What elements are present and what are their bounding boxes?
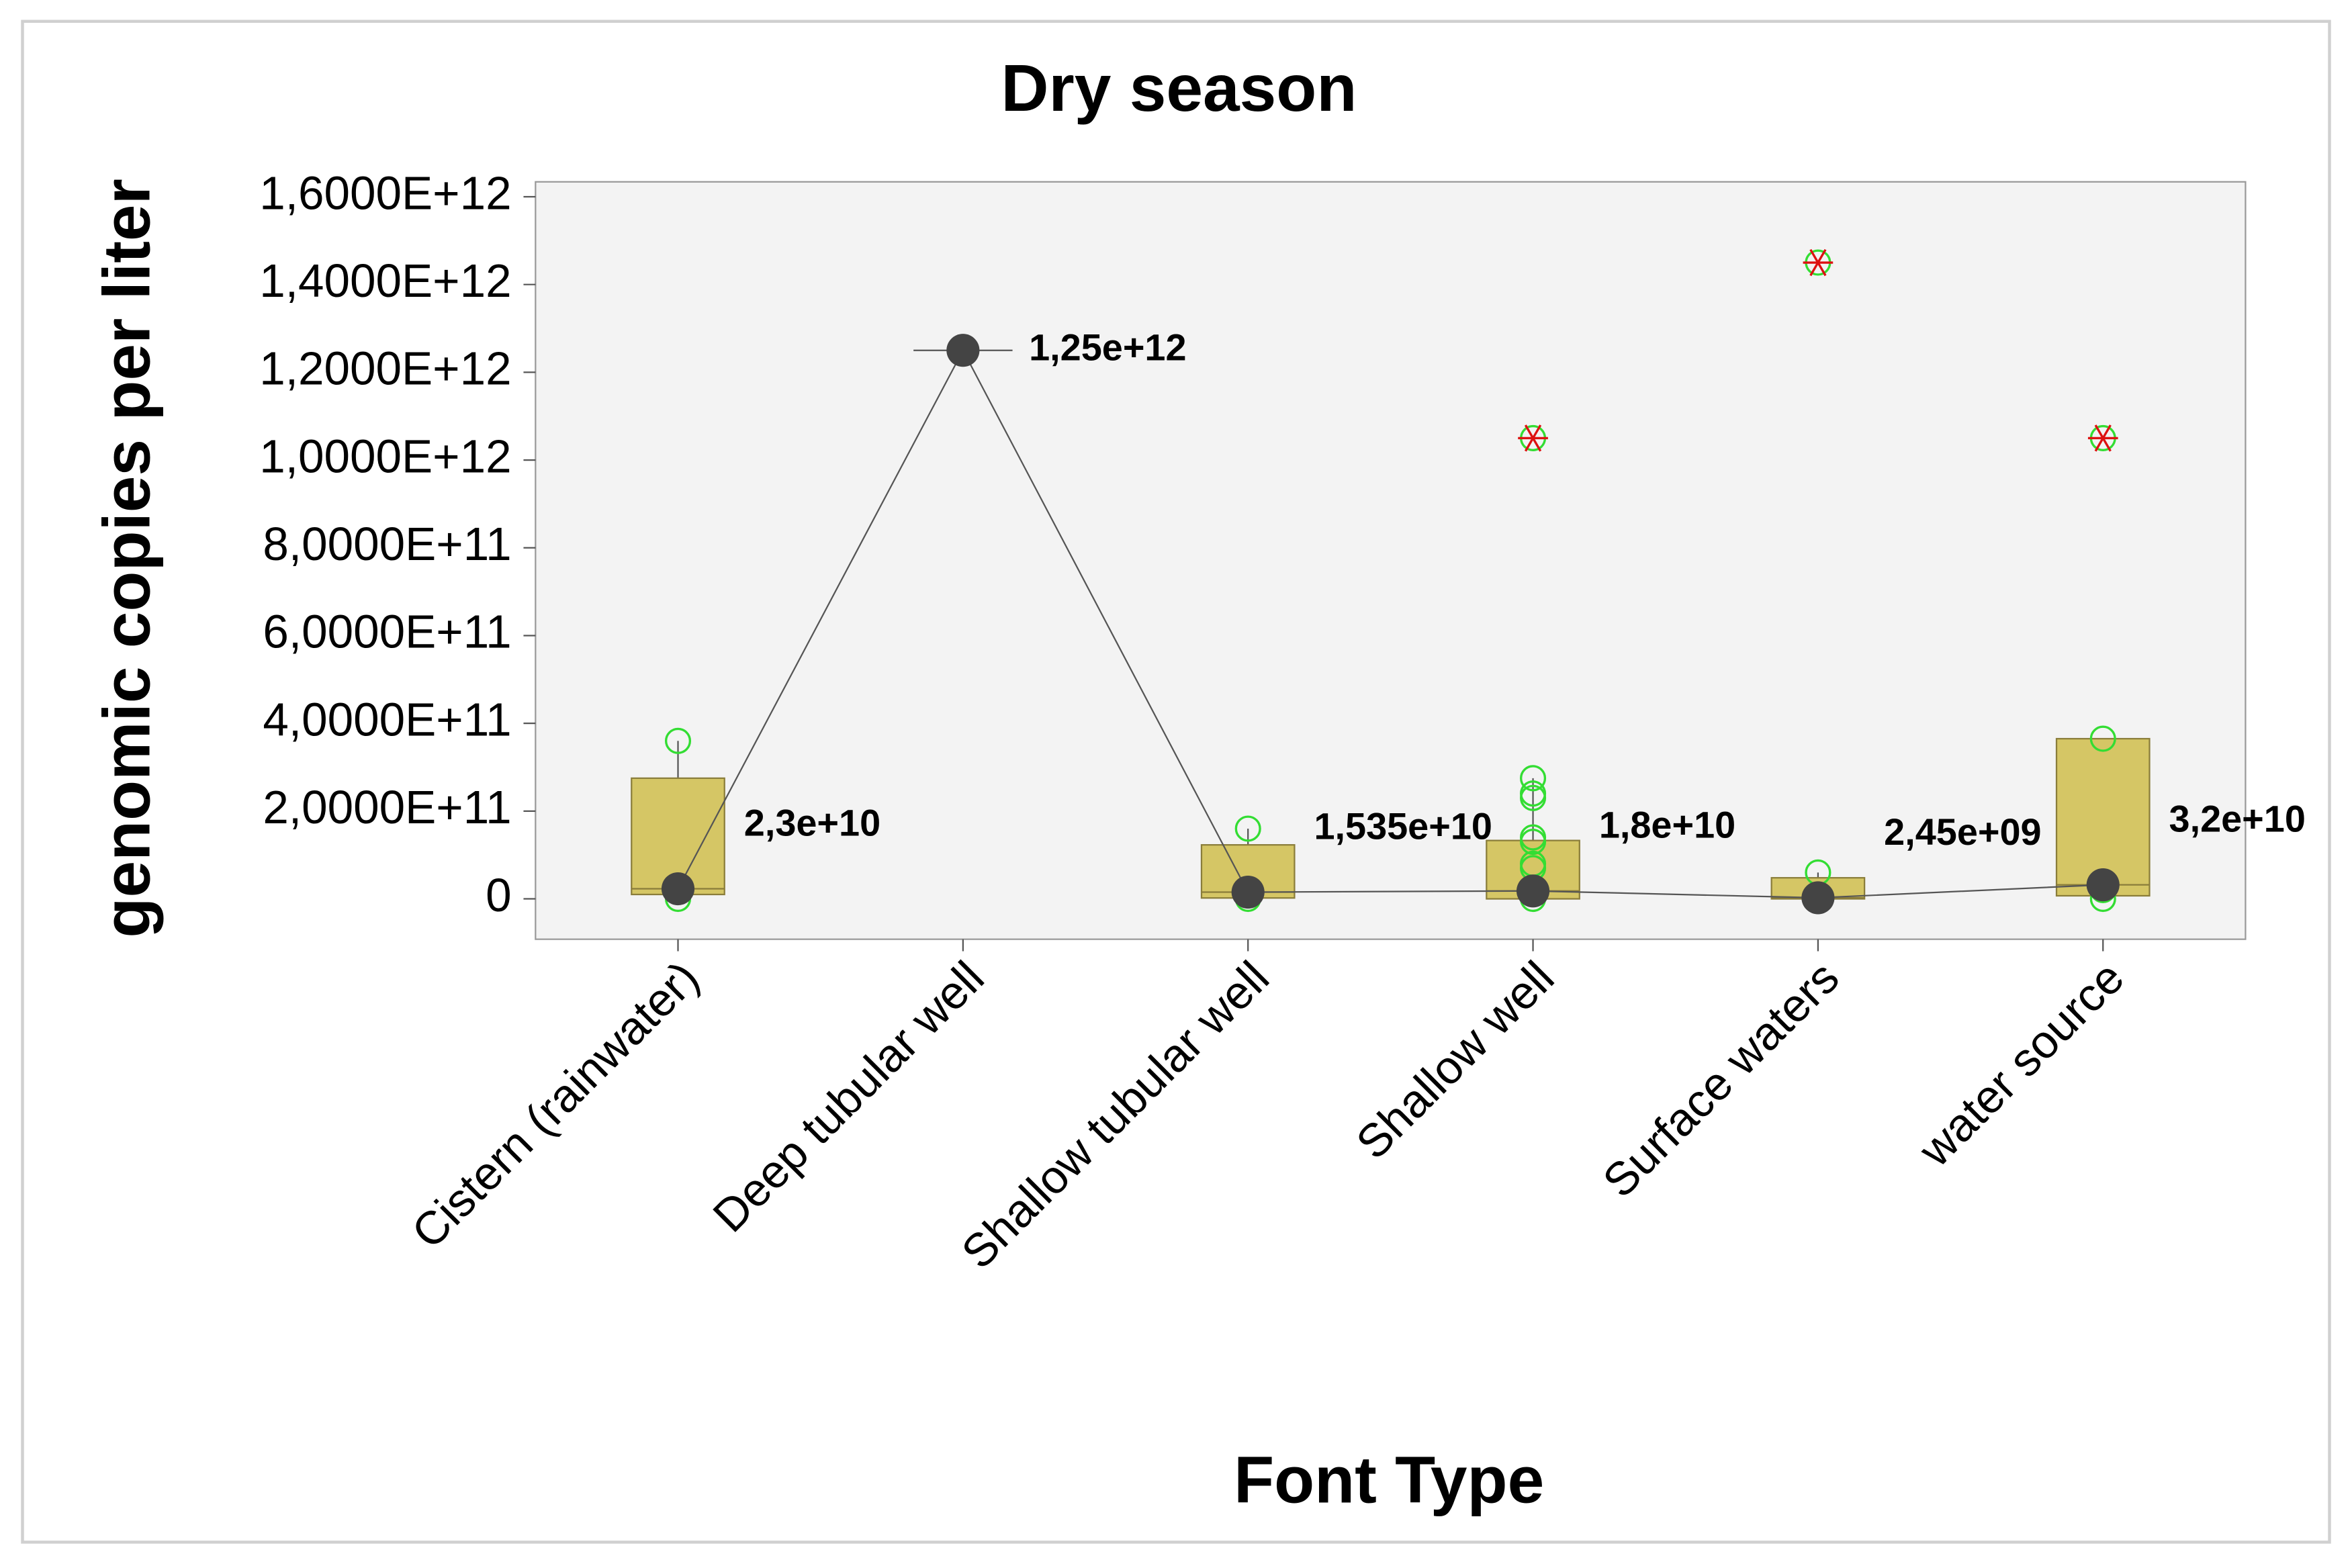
y-tick-label: 1,2000E+12 (259, 342, 511, 395)
data-label: 3,2e+10 (2169, 798, 2306, 840)
outlier (1518, 424, 1548, 452)
median-line (677, 349, 2104, 899)
median-point (1231, 875, 1265, 909)
data-label: 1,8e+10 (1599, 804, 1735, 846)
data-point (2089, 725, 2116, 752)
y-tick-label: 8,0000E+11 (263, 518, 511, 570)
data-point (1234, 815, 1261, 842)
plot-area (535, 181, 2247, 940)
data-point (1520, 784, 1547, 811)
outlier-part (1524, 424, 1542, 452)
data-label: 1,535e+10 (1314, 804, 1492, 847)
outlier-part (2094, 424, 2112, 452)
chart-title: Dry season (1001, 51, 1357, 125)
y-tick-label: 2,0000E+11 (263, 781, 511, 833)
y-axis-label: genomic copies per liter (89, 179, 163, 937)
data-point (664, 727, 692, 754)
x-axis-label: Font Type (1234, 1443, 1544, 1517)
median-point (946, 334, 980, 367)
outlier-part (1809, 248, 1827, 277)
y-tick-label: 1,6000E+12 (259, 167, 511, 219)
median-point (661, 872, 695, 906)
outlier (1803, 248, 1834, 277)
y-tick-label: 4,0000E+11 (263, 693, 511, 745)
y-tick-label: 1,4000E+12 (259, 255, 511, 307)
data-point (1520, 765, 1547, 792)
outlier (2087, 424, 2118, 452)
y-tick-label: 0 (486, 869, 512, 921)
data-label: 2,3e+10 (744, 801, 880, 843)
data-label: 1,25e+12 (1029, 326, 1186, 368)
data-point (1520, 829, 1547, 856)
median-point (2086, 868, 2120, 902)
data-label: 2,45e+09 (1884, 811, 2041, 853)
y-tick-label: 6,0000E+11 (263, 606, 511, 658)
median-point (1801, 881, 1835, 915)
median-point (1516, 874, 1550, 908)
y-tick-label: 1,0000E+12 (259, 430, 511, 482)
